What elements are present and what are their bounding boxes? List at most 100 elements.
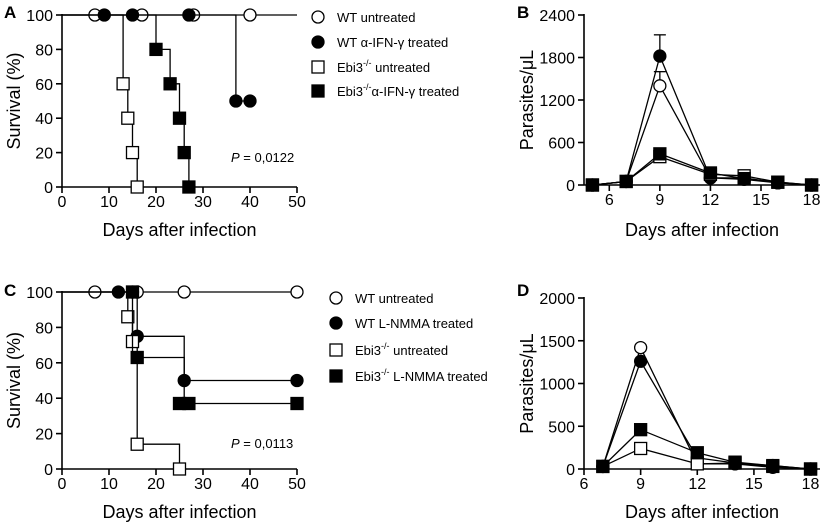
legend-label-main: Ebi3	[355, 369, 381, 384]
x-axis-label: Days after infection	[102, 220, 256, 240]
data-point-marker	[290, 373, 304, 388]
data-point-marker	[619, 174, 633, 189]
series-wt-ifn-treated	[585, 34, 819, 192]
x-tick-label: 10	[100, 194, 118, 211]
y-tick-label: 80	[35, 42, 53, 59]
legend-label: WT L-NMMA treated	[355, 316, 473, 331]
legend-label-superscript: -/-	[381, 367, 390, 377]
y-tick-label: 1000	[539, 377, 575, 394]
data-point-marker	[243, 94, 257, 108]
y-tick-label: 60	[35, 356, 53, 373]
panel-d-parasitemia-chart: D 6 9 12 15 18 0 500 1000 1500 2000 Days after infe…	[517, 281, 820, 522]
legend-label-suffix: α-IFN-γ treated	[372, 84, 460, 99]
legend-label-superscript: -/-	[363, 58, 372, 68]
panel-b-parasitemia-chart: B 6 9 12 15 18 0 600 1200 1800 2400 Days after infe…	[517, 3, 821, 240]
data-point-marker	[804, 178, 819, 192]
legend-item: WT untreated	[311, 10, 416, 25]
y-tick-label: 20	[35, 427, 53, 444]
y-axis-label: Survival (%)	[4, 332, 24, 429]
legend-item: Ebi3-/- L-NMMA treated	[329, 367, 488, 384]
data-point-marker	[290, 285, 304, 299]
legend-label-main: Ebi3	[355, 343, 381, 358]
p-value-annotation: P = 0,0122	[231, 150, 294, 165]
panel-letter: A	[4, 3, 16, 22]
data-point-marker	[803, 462, 818, 476]
survival-step-line	[62, 291, 297, 405]
series-ebi3-ifn-treated	[62, 14, 196, 194]
x-tick-label: 12	[702, 192, 720, 209]
legend-label-main: Ebi3	[337, 84, 363, 99]
data-point-marker	[771, 175, 785, 189]
data-point-marker	[121, 310, 135, 324]
data-point-marker	[116, 77, 130, 91]
legend-label-main: Ebi3	[337, 60, 363, 75]
series-wt-untreated	[585, 71, 819, 192]
x-tick-label: 30	[194, 476, 212, 493]
x-tick-label: 40	[241, 194, 259, 211]
x-tick-label: 18	[803, 192, 821, 209]
y-tick-label: 20	[35, 146, 53, 163]
x-tick-label: 6	[580, 476, 589, 493]
series-wt-l-nmma-treated	[596, 354, 818, 476]
x-tick-label: 50	[288, 194, 306, 211]
legend-label: Ebi3-/- untreated	[337, 58, 430, 75]
panel-letter: C	[4, 281, 16, 300]
x-tick-label: 6	[605, 192, 614, 209]
x-tick-label: 12	[688, 476, 706, 493]
y-tick-label: 2000	[539, 291, 575, 308]
y-tick-label: 40	[35, 391, 53, 408]
data-point-marker	[172, 462, 187, 476]
data-point-marker	[172, 111, 187, 125]
survival-step-line	[62, 291, 297, 382]
y-tick-label: 80	[35, 320, 53, 337]
data-point-marker	[766, 458, 780, 473]
x-tick-label: 0	[58, 476, 67, 493]
p-value-text: = 0,0113	[240, 436, 294, 451]
p-value-text: = 0,0122	[240, 150, 295, 165]
legend-label-suffix: untreated	[372, 60, 431, 75]
data-point-marker	[149, 42, 163, 57]
series-wt-l-nmma-treated	[62, 285, 304, 388]
series-ebi3-l-nmma-treated	[62, 285, 304, 411]
y-tick-label: 500	[548, 419, 575, 436]
y-tick-label: 60	[35, 77, 53, 94]
x-tick-label: 15	[752, 192, 770, 209]
data-point-marker	[633, 441, 648, 456]
series-line	[592, 54, 812, 186]
y-tick-label: 100	[26, 285, 53, 302]
data-point-marker	[690, 457, 704, 471]
data-point-marker	[585, 178, 600, 192]
series-wt-ifn-treated	[62, 8, 257, 108]
data-point-marker	[243, 8, 257, 22]
y-tick-label: 0	[566, 178, 575, 195]
data-point-marker	[633, 354, 648, 368]
legend-label: Ebi3-/- untreated	[355, 341, 448, 358]
survival-step-line	[62, 291, 181, 469]
survival-step-line	[62, 14, 138, 187]
data-point-marker	[229, 94, 243, 108]
data-point-marker	[130, 437, 144, 451]
series-ebi3-untreated	[62, 14, 144, 194]
x-tick-label: 9	[636, 476, 645, 493]
y-tick-label: 2400	[539, 8, 575, 25]
legend-marker-square-open	[329, 343, 343, 357]
x-tick-label: 50	[288, 476, 306, 493]
x-tick-label: 20	[147, 476, 165, 493]
y-tick-label: 40	[35, 111, 53, 128]
legend-label-main: WT L-NMMA treated	[355, 316, 473, 331]
y-tick-label: 1500	[539, 334, 575, 351]
panel-c-survival-chart: C 0 10 20 30 40 50 0 20 40 60 80 100 Days after infec…	[4, 281, 306, 522]
x-tick-label: 15	[745, 476, 763, 493]
data-point-marker	[163, 77, 177, 91]
data-point-marker	[653, 79, 667, 93]
data-point-marker	[130, 180, 144, 194]
legend-marker-square-filled	[311, 84, 325, 98]
y-axis-label: Parasites/μL	[517, 333, 537, 433]
x-tick-label: 9	[655, 192, 664, 209]
legend-marker-circle-filled	[329, 316, 343, 330]
data-point-marker	[653, 49, 667, 63]
data-point-marker	[125, 285, 140, 299]
data-point-marker	[125, 145, 140, 160]
